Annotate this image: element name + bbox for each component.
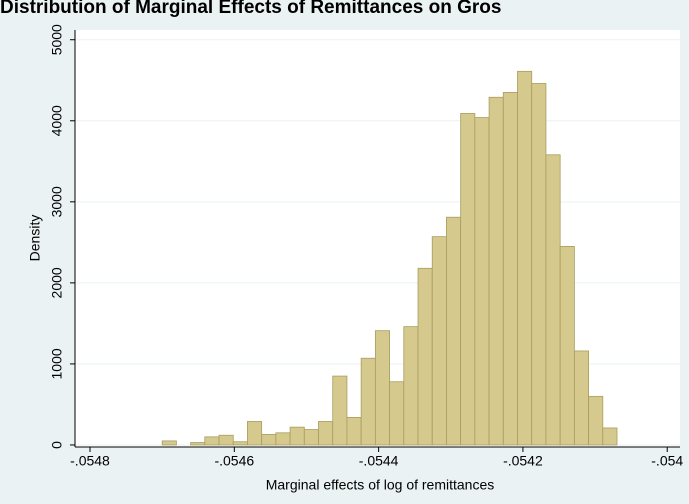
bar bbox=[303, 429, 319, 446]
bar bbox=[374, 330, 390, 446]
bar bbox=[588, 395, 604, 446]
bar bbox=[403, 326, 419, 446]
bar bbox=[517, 70, 533, 446]
bar bbox=[360, 357, 376, 446]
bar bbox=[545, 154, 561, 446]
bar bbox=[389, 381, 405, 446]
y-tick-label: 4000 bbox=[49, 105, 65, 136]
y-tick-label: 3000 bbox=[49, 186, 65, 217]
bar bbox=[261, 434, 277, 446]
y-tick-label: 1000 bbox=[49, 348, 65, 379]
bar bbox=[573, 350, 589, 446]
bar bbox=[247, 421, 263, 446]
bar bbox=[417, 267, 433, 446]
bar bbox=[232, 441, 248, 446]
bar bbox=[431, 236, 447, 446]
bar bbox=[446, 216, 462, 446]
y-tick-label: 0 bbox=[49, 441, 65, 449]
bar bbox=[460, 113, 476, 446]
y-tick-label: 2000 bbox=[49, 267, 65, 298]
bar bbox=[559, 246, 575, 446]
bar bbox=[346, 417, 362, 446]
bar bbox=[332, 375, 348, 446]
bar bbox=[289, 426, 305, 446]
bar bbox=[502, 92, 518, 446]
bar bbox=[275, 432, 291, 446]
y-axis-title: Density bbox=[27, 215, 43, 262]
bar bbox=[602, 427, 618, 446]
x-tick-label: -.054 bbox=[651, 453, 683, 469]
bar bbox=[190, 442, 206, 446]
x-tick-label: -.0546 bbox=[214, 453, 254, 469]
bar bbox=[318, 421, 334, 446]
chart-title: Distribution of Marginal Effects of Remi… bbox=[0, 0, 501, 18]
bar bbox=[218, 434, 234, 446]
x-axis-title: Marginal effects of log of remittances bbox=[266, 477, 495, 493]
bar bbox=[161, 440, 177, 446]
bar bbox=[531, 83, 547, 446]
y-tick-label: 5000 bbox=[49, 24, 65, 55]
x-tick-label: -.0544 bbox=[359, 453, 399, 469]
bar bbox=[474, 117, 490, 446]
x-tick-label: -.0548 bbox=[70, 453, 110, 469]
bar bbox=[488, 96, 504, 446]
bar bbox=[204, 436, 220, 446]
x-tick-label: -.0542 bbox=[503, 453, 543, 469]
